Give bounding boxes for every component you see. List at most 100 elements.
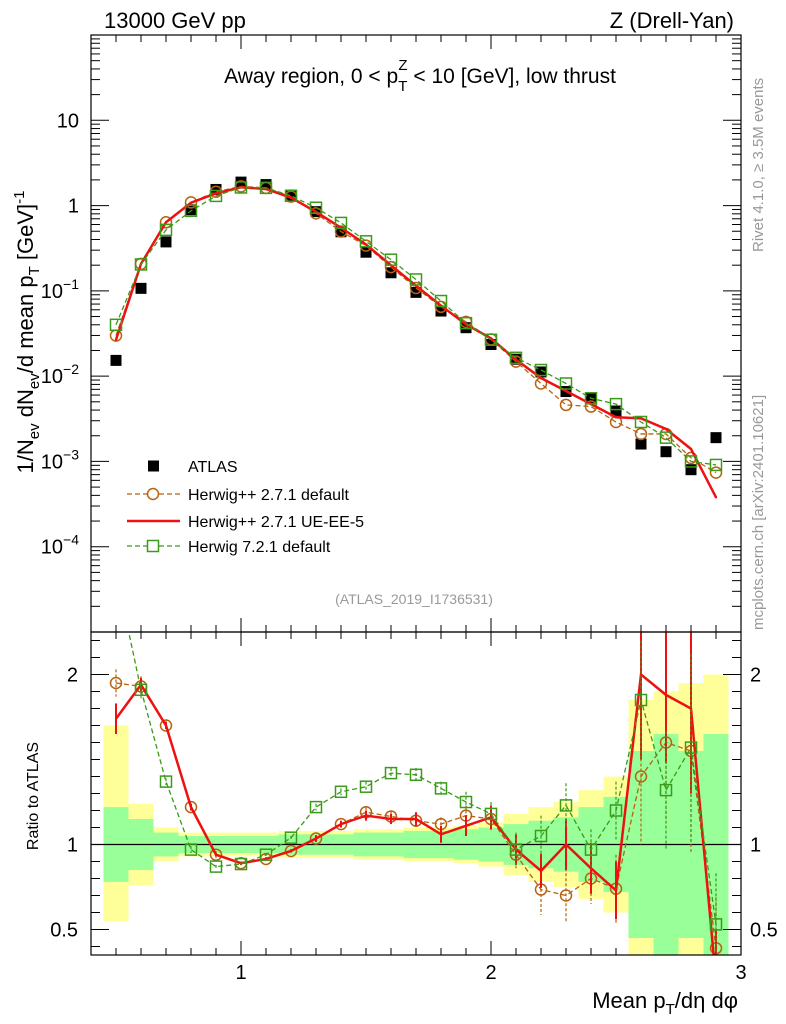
atlas-data-point [660,446,672,458]
ratio-y-tick-label: 1 [67,835,78,857]
legend: ATLAS Herwig++ 2.7.1 default Herwig++ 2.7.… [127,459,364,556]
x-tick-label: 3 [735,962,746,984]
ratio-panel: 1 2 30.5 0.51 12 2 [50,567,778,984]
herwig-271-default-marker [334,817,348,831]
x-tick-label: 2 [485,962,496,984]
atlas-data-point [285,189,297,201]
herwig-721-default-marker [459,316,473,330]
herwig-721-default-marker [334,216,348,230]
x-tick-label: 1 [235,962,246,984]
herwig-721-default-marker [409,273,423,286]
herwig-721-default-marker [111,567,122,578]
legend-label: Herwig++ 2.7.1 UE-EE-5 [188,514,364,531]
herwig-721-default-marker [534,829,548,843]
atlas-data-point [410,286,422,298]
herwig-721-default-marker [134,258,148,271]
atlas-data-point [160,236,172,248]
herwig-721-default-marker [309,201,323,214]
y-tick-label: 10−3 [41,446,79,473]
legend-label: Herwig++ 2.7.1 default [188,487,350,504]
ratio-y-tick-label-right: 1 [750,835,761,857]
herwig-721-default-marker [659,783,673,797]
y-tick-label: 1 [68,196,79,218]
herwig-721-default-marker [659,431,673,444]
herwig-271-default-marker [159,719,173,732]
atlas-data-point [110,354,122,366]
atlas-data-point [435,305,447,317]
herwig-721-default-marker [234,857,248,871]
atlas-data-point [185,204,197,216]
header-right: Z (Drell-Yan) [610,8,734,33]
herwig-721-default-marker [234,181,248,194]
herwig-721-default-marker [484,333,498,347]
ratio-y-tick-label-right: 0.5 [750,920,778,942]
herwig-721-default-marker [509,351,523,365]
herwig-721-default-marker [259,181,273,195]
analysis-id: (ATLAS_2019_I1736531) [335,591,493,607]
herwig-721-default-marker [359,780,373,793]
herwig-721-default-marker [459,795,473,809]
herwig-721-default-marker [159,775,173,788]
y-tick-label: 10−1 [41,276,79,303]
herwig-721-default-marker [634,415,648,429]
rivet-label: Rivet 4.1.0, ≥ 3.5M events [750,78,767,252]
atlas-data-point [135,282,147,294]
herwig-721-default-marker [384,766,398,780]
ratio-y-tick-label: 0.5 [50,920,78,942]
herwig-721-default-marker [634,693,648,707]
herwig-721-default-marker [309,800,323,814]
herwig-271-default-marker [209,848,223,861]
herwig-271-default-marker [559,889,573,902]
legend-label: ATLAS [188,459,238,476]
herwig-721-default-marker [334,785,348,799]
y-tick-label: 10 [57,110,79,132]
herwig-721-default-marker [134,683,148,697]
herwig-271-default-marker [184,800,198,814]
square-series-line [115,186,717,466]
legend-circle-marker [146,487,160,501]
herwig-271-default-marker [634,427,648,441]
herwig-271-default-marker [309,832,323,845]
herwig-721-default-marker [409,768,423,782]
y-axis-label: 1/Nev dNev/d mean pT [GeV]-1 [11,191,43,474]
herwig-721-default-marker [434,294,448,308]
herwig-271-default-marker [559,398,573,412]
legend-label: Herwig 7.2.1 default [188,539,331,556]
ratio-y-axis-label: Ratio to ATLAS [25,742,42,850]
atlas-data-point [360,246,372,258]
atlas-data-point [635,438,647,450]
atlas-data-point [210,183,222,195]
herwig-721-default-marker [559,377,573,390]
herwig-721-default-marker [109,318,123,332]
herwig-721-default-marker [609,804,623,817]
main-panel: 10 1 10−1 10−2 10−3 10−4 [41,34,742,955]
herwig-721-default-marker [384,253,398,266]
herwig-721-default-marker [584,392,598,405]
herwig-721-default-marker [359,235,373,248]
header-left: 13000 GeV pp [104,8,246,33]
ratio-y-tick-label: 2 [67,665,78,687]
herwig-271-default-marker [709,466,723,479]
atlas-data-point [535,366,547,378]
plot-title: Away region, 0 < pTZ < 10 [GeV], low thr… [224,57,616,95]
herwig-721-default-marker [209,189,223,203]
herwig-721-default-marker [434,782,448,795]
atlas-data-point [610,405,622,417]
herwig-721-default-marker [259,848,273,861]
herwig-271-default-marker [409,281,423,295]
atlas-data-point [260,179,272,191]
herwig-721-default-marker [184,843,198,856]
herwig-721-default-marker [284,831,298,844]
y-tick-label: 10−4 [41,532,79,559]
herwig-721-default-marker [209,860,223,873]
herwig-721-default-marker [509,843,523,856]
herwig-271-default-marker [284,844,298,858]
herwig-721-default-marker [159,223,173,237]
herwig-271-default-marker [184,196,198,209]
line-series-line [114,186,718,498]
x-axis-label: Mean pT/dη dφ [592,988,738,1018]
herwig-721-default-marker [559,799,573,812]
legend-square-marker [146,539,160,553]
herwig-721-default-marker [284,189,298,203]
